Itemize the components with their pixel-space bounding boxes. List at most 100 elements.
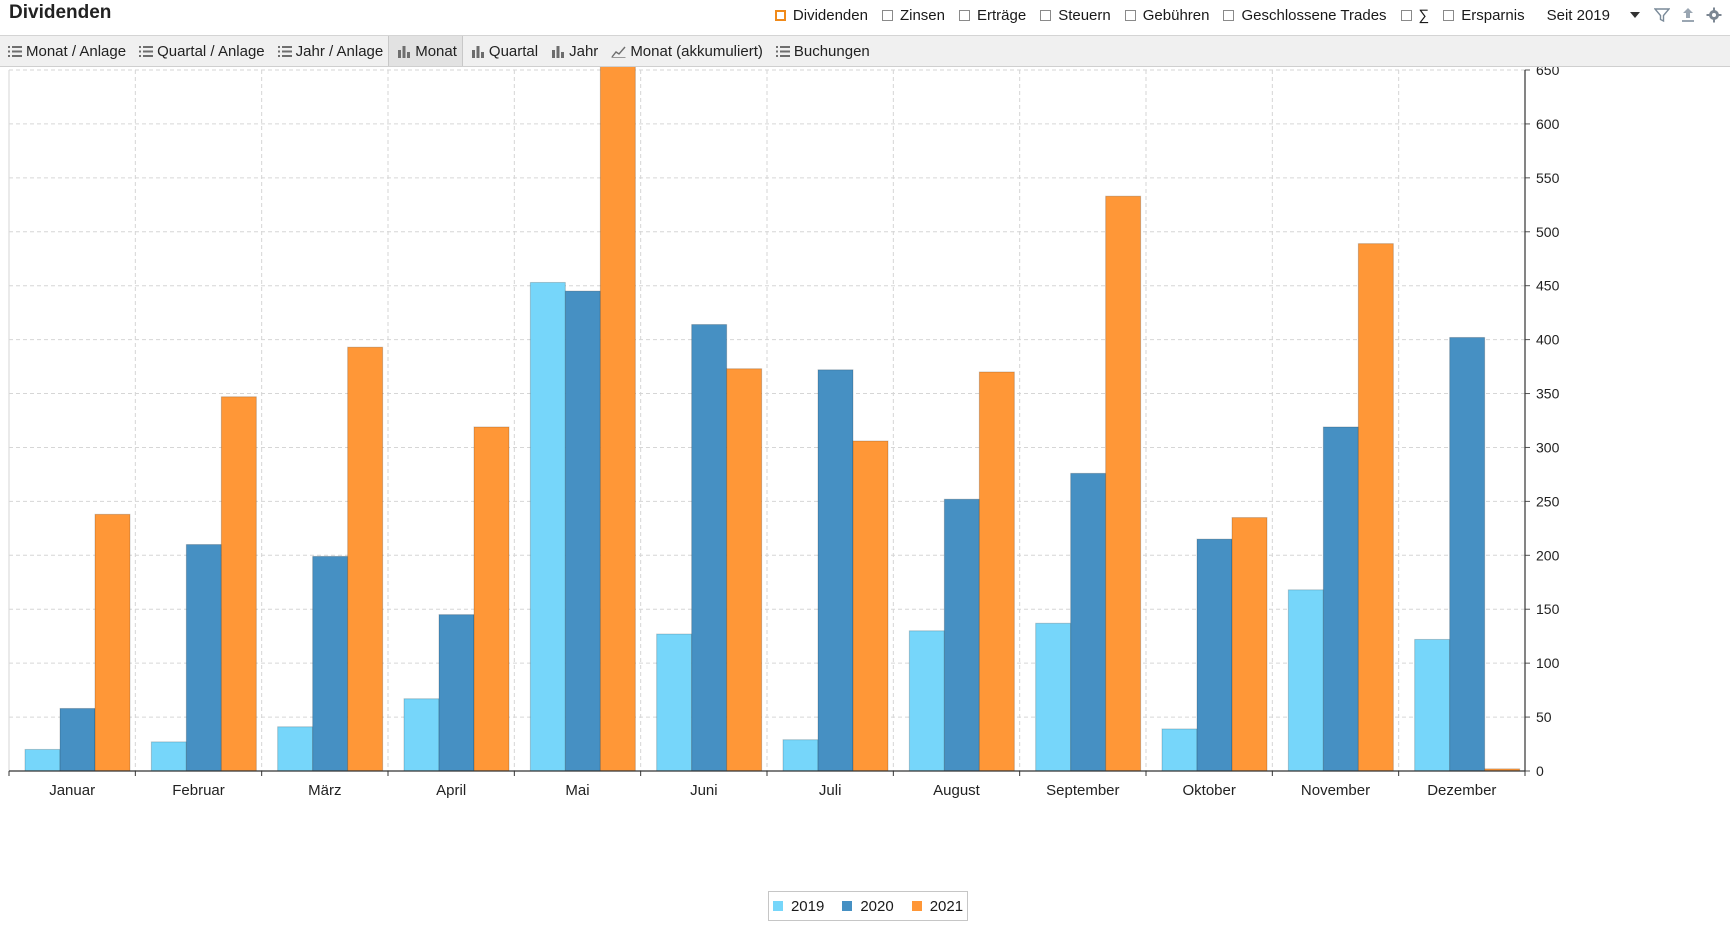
y-tick-label: 50 — [1536, 709, 1552, 725]
dividend-bar-chart: 0 50 100 150 200 250 300 350 400 450 500 550 600 650 J… — [8, 67, 1560, 799]
checkbox-icon[interactable] — [959, 9, 970, 21]
bar-2021-april — [473, 426, 510, 772]
legend-swatch — [842, 901, 853, 911]
bar-2020-januar — [59, 707, 96, 772]
tab-jahr-anlage[interactable]: Jahr / Anlage — [270, 36, 389, 66]
x-category-label: Dezember — [1427, 782, 1496, 799]
y-tick-label: 200 — [1536, 547, 1560, 563]
bar-2019-februar — [150, 741, 187, 772]
legend-item-2021[interactable]: 2021 — [911, 898, 963, 915]
legend-item-2019[interactable]: 2019 — [772, 897, 825, 915]
filter-sum[interactable]: ∑ — [1400, 6, 1430, 24]
bar-2019-januar — [24, 748, 61, 772]
line-chart-icon — [611, 46, 626, 58]
tab-buchungen[interactable]: Buchungen — [768, 36, 875, 66]
legend-swatch — [772, 901, 783, 911]
bar-2019-juni — [656, 633, 693, 772]
filter-gebuehren[interactable]: Gebühren — [1124, 6, 1210, 24]
filter-icon[interactable] — [1654, 7, 1670, 23]
tab-jahr[interactable]: Jahr — [543, 36, 603, 66]
bar-2020-november — [1322, 426, 1359, 772]
bar-2019-juli — [782, 739, 819, 772]
bar-2020-juni — [691, 324, 728, 772]
bar-2021-mai — [599, 67, 636, 772]
checkbox-icon[interactable] — [1040, 9, 1052, 21]
filter-label: Geschlossene Trades — [1241, 6, 1387, 24]
filter-steuern[interactable]: Steuern — [1040, 7, 1111, 24]
tab-monat-akkumuliert[interactable]: Monat (akkumuliert) — [603, 36, 768, 66]
checkbox-icon[interactable] — [1223, 9, 1235, 21]
x-category-label: März — [308, 782, 341, 799]
page-title: Dividenden — [9, 2, 112, 23]
view-tabs: Monat / Anlage Quartal / Anlage Jahr / A… — [0, 35, 1730, 67]
y-tick-label: 550 — [1536, 170, 1560, 186]
x-category-label: Februar — [172, 782, 225, 799]
filter-label: ∑ — [1418, 6, 1430, 24]
y-tick-label: 250 — [1536, 493, 1560, 509]
tab-label: Jahr — [569, 42, 599, 60]
filter-bar: Dividenden Zinsen Erträge Steuern Gebühr… — [761, 4, 1722, 26]
y-tick-label: 350 — [1536, 386, 1560, 402]
x-category-label: November — [1301, 782, 1370, 799]
bar-2019-april — [403, 698, 440, 772]
tab-monat-anlage[interactable]: Monat / Anlage — [0, 36, 131, 66]
export-icon[interactable] — [1680, 7, 1696, 23]
legend-item-2020[interactable]: 2020 — [842, 898, 894, 915]
checkbox-icon[interactable] — [1400, 9, 1412, 21]
filter-ertraege[interactable]: Erträge — [959, 7, 1026, 24]
bar-2020-april — [438, 614, 475, 772]
bar-2019-september — [1035, 622, 1072, 772]
bar-2021-oktober — [1231, 517, 1268, 772]
tab-label: Quartal / Anlage — [157, 42, 265, 60]
bar-2020-september — [1070, 472, 1107, 772]
y-tick-label: 100 — [1536, 655, 1560, 671]
filter-label: Gebühren — [1142, 6, 1210, 24]
tab-label: Monat / Anlage — [26, 42, 127, 60]
filter-label: Erträge — [977, 6, 1027, 24]
filter-zinsen[interactable]: Zinsen — [881, 6, 945, 24]
tab-label: Jahr / Anlage — [295, 42, 384, 60]
tab-monat[interactable]: Monat — [388, 36, 463, 66]
filter-label: Steuern — [1058, 6, 1111, 24]
y-tick-label: 300 — [1536, 439, 1560, 455]
filter-label: Zinsen — [899, 6, 945, 24]
settings-icon[interactable] — [1706, 7, 1722, 23]
bar-2020-februar — [185, 544, 222, 772]
x-category-label: Juni — [690, 782, 718, 799]
list-icon — [139, 45, 154, 57]
bar-2021-märz — [347, 346, 384, 772]
bar-chart-icon — [471, 45, 484, 58]
tab-label: Quartal — [488, 42, 539, 60]
x-category-label: Juli — [819, 782, 842, 799]
bar-2019-august — [908, 630, 945, 772]
checkbox-icon[interactable] — [774, 9, 786, 21]
filter-label: Dividenden — [792, 6, 868, 24]
filter-ersparnis[interactable]: Ersparnis — [1443, 7, 1525, 24]
list-icon — [8, 45, 22, 57]
bar-2019-mai — [529, 281, 566, 772]
checkbox-icon[interactable] — [1443, 9, 1455, 21]
y-tick-label: 600 — [1536, 116, 1560, 132]
period-dropdown[interactable]: Seit 2019 — [1547, 7, 1640, 24]
checkbox-icon[interactable] — [1124, 9, 1136, 21]
y-tick-label: 400 — [1536, 332, 1560, 348]
filter-geschlossene-trades[interactable]: Geschlossene Trades — [1223, 6, 1387, 24]
bar-2019-dezember — [1414, 638, 1451, 772]
bar-2021-september — [1105, 195, 1142, 772]
list-icon — [775, 45, 790, 57]
checkbox-icon[interactable] — [881, 9, 893, 21]
bar-2019-märz — [277, 726, 314, 772]
bar-chart-icon — [398, 45, 411, 58]
bar-chart-icon — [552, 45, 565, 58]
y-tick-label: 150 — [1536, 601, 1560, 617]
x-category-label: Januar — [49, 782, 95, 799]
chevron-down-icon — [1630, 12, 1640, 18]
bar-2021-juni — [726, 368, 763, 772]
tab-quartal[interactable]: Quartal — [463, 36, 543, 66]
tab-quartal-anlage[interactable]: Quartal / Anlage — [131, 36, 270, 66]
tab-label: Monat — [415, 42, 457, 60]
legend-label: 2019 — [790, 897, 825, 915]
bar-2019-november — [1287, 589, 1324, 772]
filter-dividenden[interactable]: Dividenden — [774, 6, 868, 24]
period-label: Seit 2019 — [1546, 6, 1610, 24]
